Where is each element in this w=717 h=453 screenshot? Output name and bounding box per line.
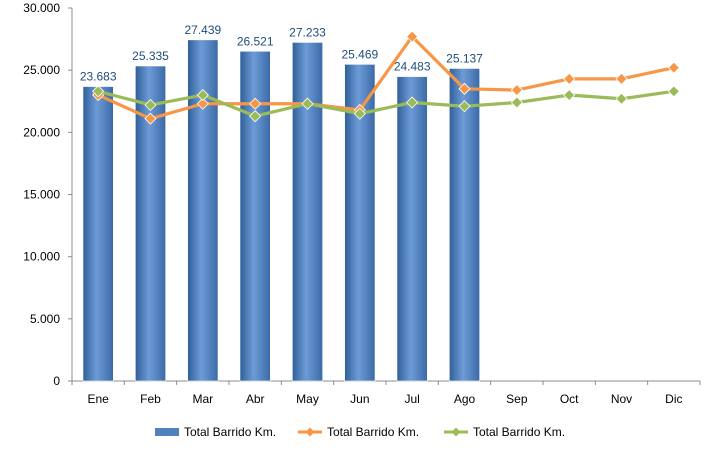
data-point	[615, 72, 628, 85]
x-tick-label: Oct	[560, 392, 579, 406]
legend-swatch-bar	[155, 428, 179, 436]
legend: Total Barrido Km. Total Barrido Km. Total …	[155, 425, 565, 439]
bar	[396, 76, 428, 382]
data-point	[301, 97, 314, 110]
x-tick-label: Feb	[140, 392, 161, 406]
data-point	[458, 82, 471, 95]
bar-data-label: 27.439	[184, 23, 221, 37]
data-point	[144, 98, 157, 112]
data-point	[196, 88, 209, 102]
series-line	[96, 34, 676, 121]
data-point	[667, 85, 680, 98]
bar-data-label: 23.683	[80, 70, 117, 84]
x-tick-label: Dic	[665, 392, 682, 406]
series-line	[96, 89, 676, 118]
bar-data-labels: 23.683 25.335 27.439 26.521 27.233 25.469 24.4…	[80, 23, 483, 84]
x-tick-label: May	[296, 392, 319, 406]
x-tick-label: Abr	[246, 392, 265, 406]
data-point	[196, 97, 209, 110]
y-tick-label: 30.000	[23, 1, 60, 15]
data-point	[510, 83, 523, 97]
data-point	[249, 97, 262, 110]
bar	[82, 86, 114, 382]
x-tick-label: Ene	[87, 392, 109, 406]
legend-swatch-marker	[305, 427, 315, 437]
line-series	[92, 30, 680, 125]
y-tick-label: 15.000	[23, 188, 60, 202]
bar	[449, 68, 480, 382]
data-point	[144, 112, 157, 125]
x-tick-label: Mar	[192, 392, 213, 406]
y-tick-label: 0	[53, 374, 60, 388]
data-point	[615, 92, 628, 105]
bar-data-label: 24.483	[394, 60, 431, 74]
x-tick-label: Jul	[404, 392, 419, 406]
y-axis: 0 5.000 10.000 15.000 20.000 25.000 30.000	[23, 1, 73, 388]
data-point	[353, 107, 366, 120]
data-point	[92, 85, 105, 98]
legend-label: Total Barrido Km.	[184, 425, 276, 439]
data-point	[510, 96, 523, 109]
legend-label: Total Barrido Km.	[473, 425, 565, 439]
bar-data-label: 26.521	[237, 34, 274, 48]
bar-data-label: 25.137	[446, 51, 483, 65]
legend-label: Total Barrido Km.	[327, 425, 419, 439]
y-tick-label: 5.000	[30, 312, 60, 326]
data-point	[406, 96, 419, 109]
data-point	[249, 110, 262, 123]
x-tick-label: Nov	[611, 392, 632, 406]
y-tick-label: 25.000	[23, 63, 60, 77]
data-point	[406, 30, 419, 43]
bar-series	[82, 39, 480, 382]
data-point	[667, 61, 680, 74]
line-series	[92, 85, 680, 123]
data-point	[563, 88, 576, 102]
y-tick-label: 20.000	[23, 125, 60, 139]
bar	[292, 42, 323, 382]
data-point	[563, 72, 576, 85]
bar-data-label: 25.469	[341, 47, 378, 61]
x-axis: Ene Feb Mar Abr May Jun Jul Ago Sep Oct Nov Dic	[71, 380, 701, 406]
line-series-group	[92, 30, 680, 125]
legend-swatch-marker	[451, 427, 461, 437]
y-tick-label: 10.000	[23, 250, 60, 264]
bar-data-label: 27.233	[289, 25, 326, 39]
bar-data-label: 25.335	[132, 49, 169, 63]
x-tick-label: Sep	[506, 392, 528, 406]
data-point	[458, 100, 471, 113]
x-tick-label: Jun	[350, 392, 369, 406]
x-tick-label: Ago	[454, 392, 476, 406]
